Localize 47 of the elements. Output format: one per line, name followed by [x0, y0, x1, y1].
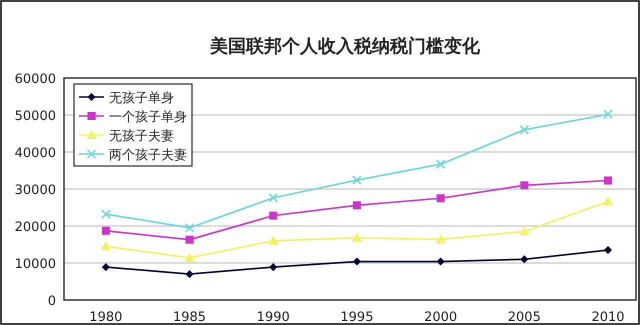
point	[603, 110, 613, 120]
point	[268, 236, 278, 245]
point	[520, 255, 528, 264]
point	[604, 246, 612, 254]
x-tick-label: 2000	[424, 310, 458, 325]
x-tick-label: 2010	[591, 310, 625, 325]
point	[102, 263, 110, 272]
legend-label: 无孩子单身	[109, 91, 174, 106]
y-tick-label: 20000	[14, 220, 56, 235]
point	[186, 236, 194, 244]
point	[520, 181, 528, 190]
y-tick-label: 40000	[14, 146, 56, 161]
point	[184, 223, 194, 233]
y-tick-label: 60000	[14, 72, 56, 87]
legend-label: 一个孩子单身	[109, 110, 187, 125]
y-tick-label: 30000	[14, 183, 56, 198]
point	[352, 232, 362, 242]
point	[436, 234, 446, 244]
point	[100, 241, 111, 250]
x-tick-label: 1990	[256, 310, 290, 325]
legend-label: 两个孩子夫妻	[109, 148, 187, 163]
point	[352, 201, 361, 210]
point	[520, 125, 530, 135]
point	[436, 258, 445, 266]
point	[604, 176, 612, 184]
point	[269, 212, 278, 220]
point	[102, 226, 110, 235]
point	[352, 258, 361, 266]
x-tick-label: 2005	[508, 310, 541, 325]
point	[269, 263, 278, 272]
point	[436, 194, 445, 202]
x-tick-label: 1980	[89, 310, 122, 325]
chart-title: 美国联邦个人收入税纳税门槛变化	[209, 36, 481, 57]
point	[184, 252, 195, 262]
x-tick-label: 1995	[340, 310, 374, 325]
point	[101, 209, 111, 219]
y-tick-label: 0	[48, 294, 56, 309]
x-tick-label: 1985	[172, 310, 206, 325]
point	[436, 159, 446, 169]
legend-label: 无孩子夫妻	[109, 129, 174, 144]
point	[352, 175, 362, 185]
y-tick-label: 50000	[14, 109, 56, 124]
y-tick-label: 10000	[14, 257, 56, 272]
point	[268, 193, 278, 203]
point	[603, 196, 613, 206]
point	[186, 270, 194, 278]
point	[519, 226, 530, 236]
